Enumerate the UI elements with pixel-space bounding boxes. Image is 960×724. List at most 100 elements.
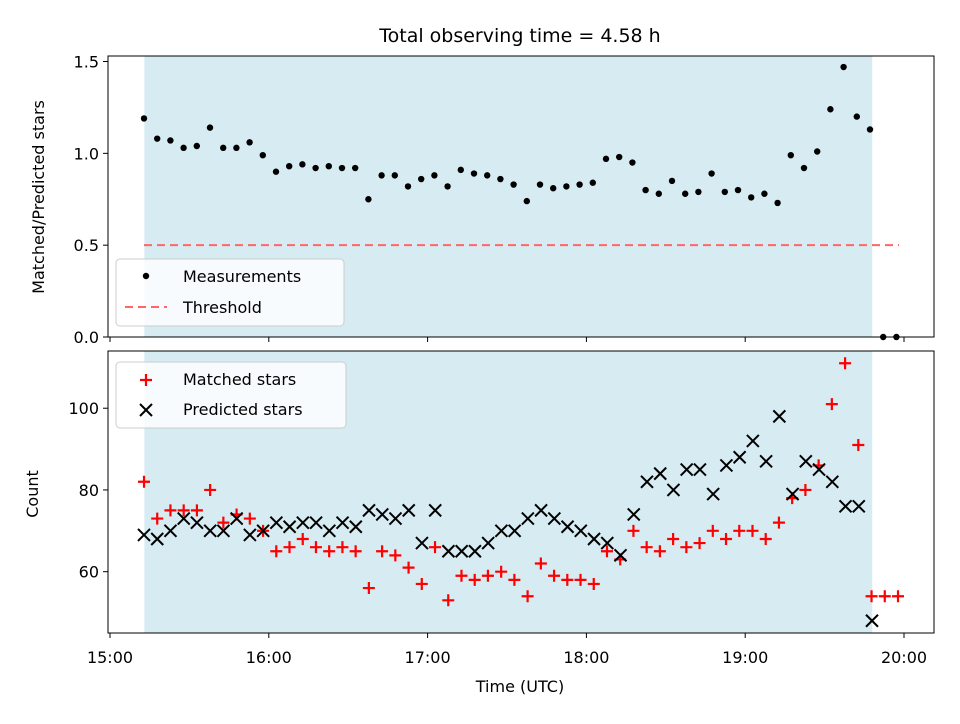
- measurement-point: [761, 190, 768, 197]
- y-tick-label: 0.5: [74, 236, 99, 255]
- matched-star-point: [309, 541, 322, 554]
- measurement-point: [325, 162, 332, 170]
- predicted-star-point: [203, 524, 217, 538]
- predicted-star-point: [402, 503, 416, 518]
- measurement-point: [642, 186, 649, 194]
- matched-star-point: [561, 573, 574, 586]
- measurement-point: [312, 164, 319, 172]
- measurement-point: [338, 164, 346, 172]
- predicted-star-point: [415, 536, 429, 550]
- matched-star-point: [389, 549, 402, 562]
- predicted-star-point: [468, 544, 482, 558]
- matched-star-point: [508, 573, 521, 586]
- measurement-point: [748, 194, 755, 201]
- measurement-point: [550, 185, 557, 192]
- matched-star-point: [693, 537, 706, 550]
- measurement-point: [378, 172, 385, 179]
- legend-marker-matched: [140, 374, 152, 386]
- matched-star-point: [799, 483, 812, 496]
- predicted-star-point: [428, 503, 442, 518]
- measurement-point: [523, 197, 530, 205]
- x-axis-label: Time (UTC): [475, 677, 564, 696]
- measurement-point: [563, 183, 570, 190]
- predicted-star-point: [481, 536, 495, 550]
- legend-label-predicted: Predicted stars: [183, 400, 303, 419]
- predicted-star-point: [852, 499, 866, 514]
- measurement-point: [840, 63, 847, 71]
- predicted-star-point: [282, 520, 297, 534]
- predicted-star-point: [216, 524, 231, 538]
- legend-box: [115, 361, 347, 429]
- matched-star-point: [468, 573, 481, 586]
- bottom-panel: 60 80 100 15:00 16:00 17:00 18:00 19:00 20:00 Mat…: [68, 350, 935, 667]
- matched-star-point: [772, 516, 785, 529]
- matched-star-point: [878, 590, 891, 603]
- measurement-point: [431, 172, 438, 179]
- x-tick-label: 15:00: [87, 648, 133, 667]
- matched-star-point: [759, 533, 772, 545]
- measurement-point: [510, 181, 517, 188]
- predicted-star-point: [560, 520, 575, 534]
- predicted-star-point: [375, 507, 389, 522]
- matched-star-point: [362, 582, 375, 595]
- measurement-point: [866, 126, 874, 133]
- matched-star-point: [653, 545, 666, 558]
- matched-star-point: [138, 475, 150, 488]
- measurement-point: [365, 196, 372, 203]
- matched-star-point: [746, 524, 759, 537]
- measurement-point: [774, 199, 781, 207]
- measurement-point: [682, 190, 689, 197]
- y-tick-label: 0.0: [74, 328, 99, 347]
- measurement-point: [536, 181, 544, 188]
- matched-star-point: [151, 512, 164, 525]
- measurement-point: [655, 190, 662, 197]
- measurement-point: [629, 159, 636, 166]
- measurement-point: [800, 164, 808, 172]
- matched-star-point: [495, 565, 508, 578]
- measurement-point: [246, 139, 253, 146]
- predicted-star-point: [243, 528, 257, 542]
- legend-marker-measurements: [142, 272, 150, 280]
- measurement-point: [404, 183, 412, 190]
- matched-star-point: [349, 545, 362, 558]
- matched-star-point: [680, 541, 693, 554]
- matched-star-point: [481, 569, 494, 582]
- predicted-star-point: [256, 524, 270, 538]
- measurement-point: [259, 151, 266, 159]
- bottom-legend: Matched stars Predicted stars: [115, 361, 347, 429]
- predicted-star-point: [137, 528, 151, 542]
- predicted-star-point: [693, 462, 707, 477]
- measurement-point: [497, 175, 504, 183]
- x-tick-label: 18:00: [563, 648, 609, 667]
- matched-star-point: [667, 533, 680, 545]
- x-tick-label: 17:00: [405, 648, 451, 667]
- matched-star-point: [600, 545, 613, 558]
- measurement-point: [140, 115, 148, 122]
- measurement-point: [457, 166, 464, 174]
- matched-star-point: [296, 533, 309, 545]
- predicted-star-point: [296, 515, 310, 530]
- predicted-star-point: [799, 454, 813, 469]
- measurement-point: [154, 135, 161, 142]
- matched-star-point: [640, 541, 653, 554]
- measurement-point: [484, 172, 491, 179]
- measurement-point: [206, 124, 214, 131]
- measurement-point: [880, 333, 887, 341]
- predicted-star-point: [785, 487, 800, 501]
- matched-star-point: [865, 590, 878, 603]
- predicted-star-point: [719, 458, 734, 473]
- predicted-star-point: [825, 475, 839, 489]
- matched-star-point: [587, 577, 600, 590]
- measurement-point: [167, 137, 174, 144]
- matched-star-point: [574, 573, 587, 586]
- predicted-star-point: [600, 536, 614, 550]
- y-tick-label: 60: [79, 563, 99, 582]
- matched-star-point: [521, 590, 534, 603]
- measurement-point: [233, 144, 240, 152]
- predicted-star-point: [587, 532, 601, 546]
- y-tick-label: 80: [79, 481, 99, 500]
- predicted-star-point: [772, 409, 787, 424]
- predicted-star-point: [150, 532, 164, 546]
- measurement-point: [352, 164, 359, 172]
- predicted-star-point: [534, 503, 548, 518]
